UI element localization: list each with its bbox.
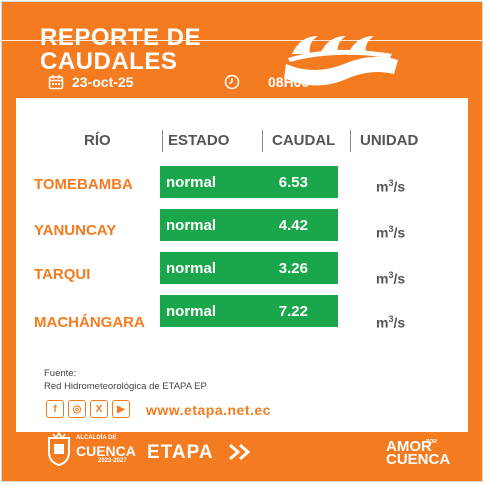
col-separator <box>262 130 263 152</box>
river-name: TARQUI <box>34 266 91 283</box>
social-links: f ◎ X ▶ <box>46 400 130 418</box>
x-icon[interactable]: X <box>90 400 108 418</box>
waves-logo-icon <box>284 36 398 86</box>
cuenca-crest-icon <box>48 432 70 466</box>
etapa-logo-text: ETAPA <box>147 442 214 463</box>
top-divider <box>2 40 482 41</box>
report-title: REPORTE DE CAUDALES <box>40 26 201 74</box>
cuenca-small-label: ALCALDÍA DE <box>76 435 117 441</box>
status-label: normal <box>166 303 217 320</box>
table-row-status: normal 4.42 <box>160 209 338 241</box>
river-name: TOMEBAMBA <box>34 176 133 193</box>
title-line-2: CAUDALES <box>40 48 178 75</box>
amor-cuenca-text: CUENCA <box>386 451 451 468</box>
youtube-icon[interactable]: ▶ <box>112 400 130 418</box>
instagram-icon[interactable]: ◎ <box>68 400 86 418</box>
title-line-1: REPORTE DE <box>40 24 202 51</box>
source-text: Red Hidrometeorológica de ETAPA EP <box>44 381 207 392</box>
flow-value: 4.42 <box>278 217 308 234</box>
status-label: normal <box>166 217 217 234</box>
cuenca-years: 2023-2027 <box>98 458 127 464</box>
unit-label: m3/s <box>376 314 406 331</box>
date-row: 23-oct-25 <box>48 74 133 90</box>
report-time: 08H00 <box>268 74 310 90</box>
double-chevron-icon <box>229 443 251 461</box>
col-separator <box>162 130 163 152</box>
table-row-status: normal 7.22 <box>160 295 338 327</box>
river-name: MACHÁNGARA <box>34 314 145 331</box>
river-name: YANUNCAY <box>34 222 117 239</box>
table-row-status: normal 6.53 <box>160 166 338 198</box>
amor-por-text: POR <box>426 439 437 445</box>
table-row-status: normal 3.26 <box>160 252 338 284</box>
flow-value: 6.53 <box>278 174 308 191</box>
clock-icon <box>224 74 240 90</box>
website-link[interactable]: www.etapa.net.ec <box>146 402 271 418</box>
calendar-icon <box>48 75 64 90</box>
unit-label: m3/s <box>376 224 406 241</box>
cuenca-logo-text: CUENCA <box>76 443 136 459</box>
amor-logo-text: AMOR <box>386 438 432 455</box>
unit-label: m3/s <box>376 270 406 287</box>
col-separator <box>350 130 351 152</box>
col-header-estado: ESTADO <box>168 132 230 149</box>
flow-value: 7.22 <box>278 303 308 320</box>
source-label: Fuente: <box>44 368 77 379</box>
status-label: normal <box>166 174 217 191</box>
facebook-icon[interactable]: f <box>46 400 64 418</box>
col-header-unidad: UNIDAD <box>360 132 419 149</box>
status-label: normal <box>166 260 217 277</box>
unit-label: m3/s <box>376 178 406 195</box>
col-header-caudal: CAUDAL <box>272 132 336 149</box>
flow-value: 3.26 <box>278 260 308 277</box>
col-header-rio: RÍO <box>84 132 111 149</box>
report-date: 23-oct-25 <box>72 74 134 90</box>
